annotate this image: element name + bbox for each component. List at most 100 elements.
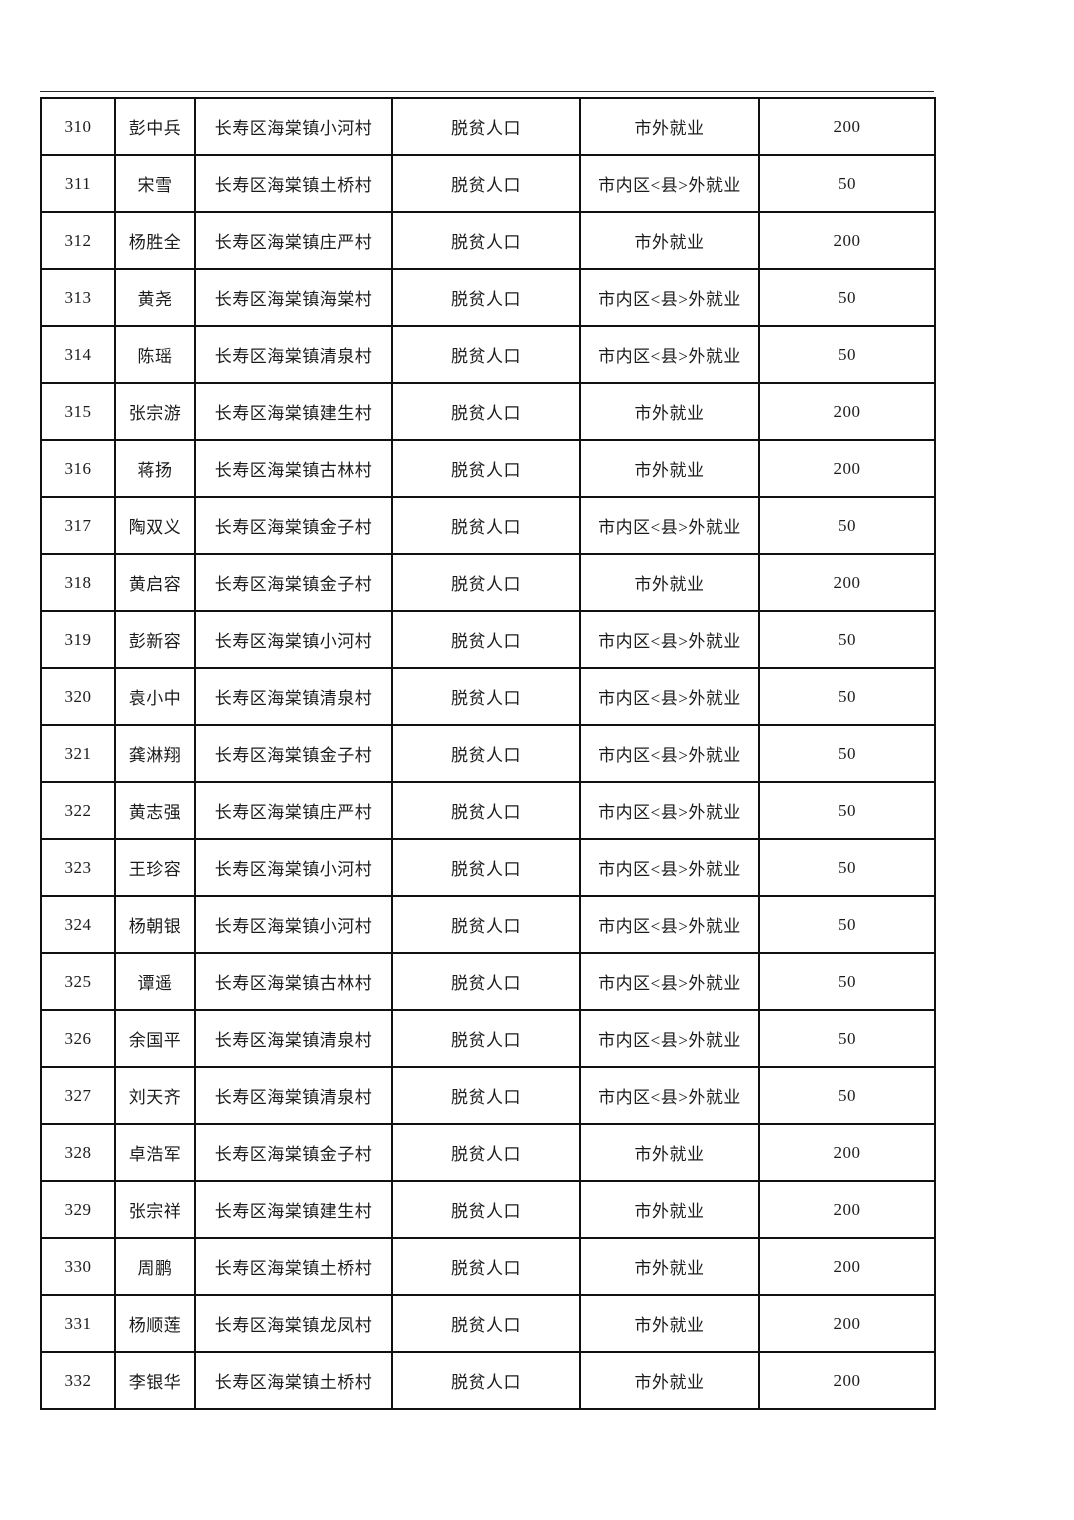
cell-village: 长寿区海棠镇土桥村: [194, 1351, 393, 1410]
cell-village: 长寿区海棠镇小河村: [194, 610, 393, 669]
cell-category: 脱贫人口: [391, 1351, 581, 1410]
cell-index: 331: [40, 1294, 116, 1353]
cell-amount: 50: [758, 781, 936, 840]
cell-index: 314: [40, 325, 116, 384]
cell-category: 脱贫人口: [391, 610, 581, 669]
cell-village: 长寿区海棠镇金子村: [194, 553, 393, 612]
table-row: 310 彭中兵 长寿区海棠镇小河村 脱贫人口 市外就业 200: [40, 97, 936, 156]
table-row: 319 彭新容 长寿区海棠镇小河村 脱贫人口 市内区<县>外就业 50: [40, 610, 936, 669]
cell-index: 324: [40, 895, 116, 954]
cell-category: 脱贫人口: [391, 496, 581, 555]
table-row: 316 蒋扬 长寿区海棠镇古林村 脱贫人口 市外就业 200: [40, 439, 936, 498]
table-row: 322 黄志强 长寿区海棠镇庄严村 脱贫人口 市内区<县>外就业 50: [40, 781, 936, 840]
cell-village: 长寿区海棠镇庄严村: [194, 781, 393, 840]
cell-village: 长寿区海棠镇庄严村: [194, 211, 393, 270]
cell-employment: 市外就业: [579, 1351, 760, 1410]
cell-village: 长寿区海棠镇小河村: [194, 838, 393, 897]
cell-village: 长寿区海棠镇土桥村: [194, 154, 393, 213]
cell-name: 李银华: [114, 1351, 196, 1410]
cell-index: 327: [40, 1066, 116, 1125]
table-row: 331 杨顺莲 长寿区海棠镇龙凤村 脱贫人口 市外就业 200: [40, 1294, 936, 1353]
cell-amount: 200: [758, 1351, 936, 1410]
cell-name: 杨朝银: [114, 895, 196, 954]
cell-employment: 市内区<县>外就业: [579, 154, 760, 213]
cell-name: 蒋扬: [114, 439, 196, 498]
cell-village: 长寿区海棠镇古林村: [194, 439, 393, 498]
cell-amount: 200: [758, 382, 936, 441]
cell-village: 长寿区海棠镇龙凤村: [194, 1294, 393, 1353]
cell-category: 脱贫人口: [391, 97, 581, 156]
cell-category: 脱贫人口: [391, 1123, 581, 1182]
cell-village: 长寿区海棠镇清泉村: [194, 1066, 393, 1125]
cell-amount: 200: [758, 1180, 936, 1239]
cell-index: 330: [40, 1237, 116, 1296]
cell-name: 陈瑶: [114, 325, 196, 384]
cell-index: 321: [40, 724, 116, 783]
cell-amount: 50: [758, 895, 936, 954]
cell-index: 323: [40, 838, 116, 897]
records-table-body: 310 彭中兵 长寿区海棠镇小河村 脱贫人口 市外就业 200 311 宋雪 长寿区海棠镇土桥村…: [40, 97, 936, 1410]
cell-amount: 50: [758, 667, 936, 726]
cell-category: 脱贫人口: [391, 1180, 581, 1239]
cell-name: 陶双义: [114, 496, 196, 555]
cell-name: 黄尧: [114, 268, 196, 327]
cell-index: 316: [40, 439, 116, 498]
cell-name: 黄志强: [114, 781, 196, 840]
cell-index: 328: [40, 1123, 116, 1182]
cell-index: 319: [40, 610, 116, 669]
cell-amount: 50: [758, 952, 936, 1011]
records-table: 310 彭中兵 长寿区海棠镇小河村 脱贫人口 市外就业 200 311 宋雪 长寿区海棠镇土桥村…: [40, 97, 936, 1410]
cell-village: 长寿区海棠镇清泉村: [194, 1009, 393, 1068]
cell-employment: 市内区<县>外就业: [579, 724, 760, 783]
table-row: 325 谭遥 长寿区海棠镇古林村 脱贫人口 市内区<县>外就业 50: [40, 952, 936, 1011]
cell-amount: 50: [758, 325, 936, 384]
cell-village: 长寿区海棠镇清泉村: [194, 667, 393, 726]
table-row: 311 宋雪 长寿区海棠镇土桥村 脱贫人口 市内区<县>外就业 50: [40, 154, 936, 213]
table-row: 324 杨朝银 长寿区海棠镇小河村 脱贫人口 市内区<县>外就业 50: [40, 895, 936, 954]
cell-village: 长寿区海棠镇建生村: [194, 1180, 393, 1239]
cell-index: 312: [40, 211, 116, 270]
table-row: 314 陈瑶 长寿区海棠镇清泉村 脱贫人口 市内区<县>外就业 50: [40, 325, 936, 384]
cell-amount: 50: [758, 838, 936, 897]
table-row: 318 黄启容 长寿区海棠镇金子村 脱贫人口 市外就业 200: [40, 553, 936, 612]
cell-category: 脱贫人口: [391, 1066, 581, 1125]
cell-name: 杨胜全: [114, 211, 196, 270]
cell-name: 张宗祥: [114, 1180, 196, 1239]
cell-village: 长寿区海棠镇金子村: [194, 724, 393, 783]
cell-category: 脱贫人口: [391, 1294, 581, 1353]
cell-amount: 200: [758, 97, 936, 156]
cell-amount: 200: [758, 439, 936, 498]
cell-name: 袁小中: [114, 667, 196, 726]
cell-village: 长寿区海棠镇建生村: [194, 382, 393, 441]
cell-amount: 50: [758, 496, 936, 555]
cell-index: 332: [40, 1351, 116, 1410]
cell-employment: 市内区<县>外就业: [579, 610, 760, 669]
cell-amount: 50: [758, 1009, 936, 1068]
cell-name: 王珍容: [114, 838, 196, 897]
cell-index: 322: [40, 781, 116, 840]
cell-village: 长寿区海棠镇古林村: [194, 952, 393, 1011]
cell-category: 脱贫人口: [391, 268, 581, 327]
page-break-rule: [40, 91, 934, 92]
cell-index: 317: [40, 496, 116, 555]
table-row: 327 刘天齐 长寿区海棠镇清泉村 脱贫人口 市内区<县>外就业 50: [40, 1066, 936, 1125]
cell-name: 杨顺莲: [114, 1294, 196, 1353]
table-row: 321 龚淋翔 长寿区海棠镇金子村 脱贫人口 市内区<县>外就业 50: [40, 724, 936, 783]
cell-category: 脱贫人口: [391, 154, 581, 213]
cell-employment: 市内区<县>外就业: [579, 268, 760, 327]
cell-amount: 200: [758, 553, 936, 612]
cell-employment: 市内区<县>外就业: [579, 838, 760, 897]
table-row: 320 袁小中 长寿区海棠镇清泉村 脱贫人口 市内区<县>外就业 50: [40, 667, 936, 726]
cell-category: 脱贫人口: [391, 325, 581, 384]
cell-employment: 市内区<县>外就业: [579, 781, 760, 840]
cell-employment: 市外就业: [579, 382, 760, 441]
cell-name: 张宗游: [114, 382, 196, 441]
cell-employment: 市外就业: [579, 97, 760, 156]
cell-amount: 50: [758, 610, 936, 669]
cell-category: 脱贫人口: [391, 382, 581, 441]
cell-name: 黄启容: [114, 553, 196, 612]
cell-amount: 50: [758, 268, 936, 327]
table-row: 315 张宗游 长寿区海棠镇建生村 脱贫人口 市外就业 200: [40, 382, 936, 441]
cell-category: 脱贫人口: [391, 667, 581, 726]
table-row: 326 余国平 长寿区海棠镇清泉村 脱贫人口 市内区<县>外就业 50: [40, 1009, 936, 1068]
